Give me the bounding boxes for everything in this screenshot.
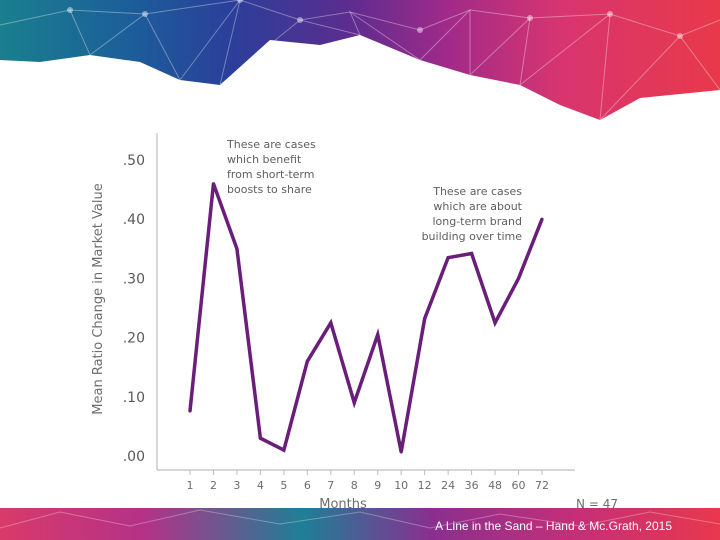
data-point bbox=[211, 182, 216, 186]
top-decorative-banner bbox=[0, 0, 720, 122]
data-point bbox=[258, 436, 262, 440]
sample-size-note: N = 47 bbox=[576, 497, 618, 511]
svg-text:These are cases: These are cases bbox=[432, 185, 522, 198]
source-citation: A Line in the Sand – Hand & Mc.Grath, 20… bbox=[435, 519, 672, 533]
y-axis-title: Mean Ratio Change in Market Value bbox=[91, 183, 106, 414]
data-point bbox=[516, 276, 521, 280]
x-tick-label: 8 bbox=[351, 479, 358, 492]
y-tick-label: .40 bbox=[123, 212, 145, 228]
svg-text:long-term brand: long-term brand bbox=[432, 215, 522, 228]
svg-text:which are about: which are about bbox=[433, 200, 522, 213]
x-tick-label: 60 bbox=[512, 479, 526, 492]
data-point bbox=[493, 321, 497, 325]
data-point bbox=[399, 450, 403, 454]
data-point bbox=[235, 247, 239, 251]
x-tick-label: 12 bbox=[418, 479, 432, 492]
bottom-decorative-banner bbox=[0, 508, 720, 540]
y-tick-label: .10 bbox=[123, 390, 145, 406]
annotation-short-term: These are cases which benefit from short… bbox=[226, 138, 316, 196]
y-tick-label: .00 bbox=[123, 449, 145, 465]
x-tick-label: 3 bbox=[233, 479, 240, 492]
x-axis-title: Months bbox=[319, 497, 367, 512]
x-tick-label: 36 bbox=[465, 479, 479, 492]
x-tick-label: 72 bbox=[535, 479, 549, 492]
svg-text:These are cases: These are cases bbox=[226, 138, 316, 151]
x-tick-label: 6 bbox=[304, 479, 311, 492]
svg-text:boosts to share: boosts to share bbox=[227, 183, 312, 196]
data-point bbox=[423, 317, 427, 321]
annotation-long-term: These are cases which are about long-ter… bbox=[422, 185, 523, 243]
y-tick-label: .30 bbox=[123, 271, 145, 287]
data-point bbox=[470, 251, 474, 256]
x-tick-label: 1 bbox=[187, 479, 194, 492]
data-point bbox=[352, 401, 356, 405]
data-point bbox=[282, 448, 286, 452]
x-tick-label: 7 bbox=[327, 479, 334, 492]
x-tick-label: 4 bbox=[257, 479, 264, 492]
data-point bbox=[188, 409, 192, 413]
svg-text:from short-term: from short-term bbox=[227, 168, 314, 181]
x-tick-label: 5 bbox=[280, 479, 287, 492]
series-line bbox=[188, 183, 544, 453]
data-point bbox=[329, 321, 333, 325]
y-tick-label: .20 bbox=[123, 331, 145, 347]
svg-text:which benefit: which benefit bbox=[227, 153, 302, 166]
x-tick-label: 9 bbox=[374, 479, 381, 492]
data-point bbox=[305, 359, 309, 363]
data-point bbox=[446, 256, 450, 260]
x-tick-label: 10 bbox=[394, 479, 408, 492]
x-tick-label: 24 bbox=[441, 479, 455, 492]
data-point bbox=[376, 333, 380, 337]
x-tick-label: 48 bbox=[488, 479, 502, 492]
data-point bbox=[540, 217, 544, 221]
svg-text:building over time: building over time bbox=[422, 230, 523, 243]
x-tick-label: 2 bbox=[210, 479, 217, 492]
y-tick-label: .50 bbox=[123, 153, 145, 169]
